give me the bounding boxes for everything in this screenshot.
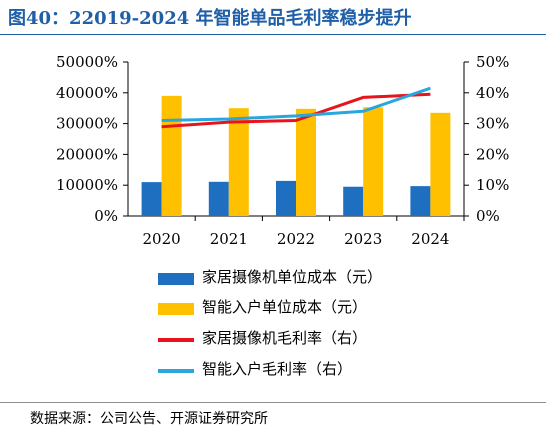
legend-label-camera-cost: 家居摄像机单位成本（元） [202, 268, 383, 286]
bar-smart-cost [296, 108, 316, 216]
right-tick-label: 10% [476, 176, 509, 194]
source-divider [0, 402, 546, 403]
bar-smart-cost [363, 107, 384, 216]
bar-camera-cost [141, 182, 162, 216]
left-tick-label: 30000% [56, 115, 118, 133]
source-note: 数据来源：公司公告、开源证券研究所 [30, 411, 268, 427]
left-tick-label: 50000% [56, 53, 118, 71]
bar-camera-cost [410, 186, 431, 216]
right-tick-label: 40% [476, 84, 509, 102]
legend-swatch-smart-margin [158, 369, 194, 373]
x-tick-label: 2022 [277, 230, 315, 248]
chart-area: 0% 10000% 20000% 30000% 40000% 50000% 0% 10% 20%… [56, 53, 509, 248]
bar-camera-cost [208, 181, 229, 216]
x-tick-label: 2021 [210, 230, 248, 248]
bar-smart-cost [161, 95, 182, 216]
right-tick-label: 20% [476, 145, 509, 163]
bar-smart-cost [430, 112, 451, 216]
right-tick-label: 50% [476, 53, 509, 71]
x-tick-label: 2023 [344, 230, 382, 248]
legend-label-smart-margin: 智能入户毛利率（右） [202, 360, 353, 378]
left-tick-label: 40000% [56, 84, 118, 102]
left-tick-label: 0% [94, 207, 118, 225]
bar-smart-cost [228, 108, 249, 216]
legend-label-smart-cost: 智能入户单位成本（元） [202, 298, 368, 316]
legend-swatch-smart-cost [158, 303, 194, 315]
title-divider [0, 34, 546, 35]
legend-swatch-camera-cost [158, 273, 194, 285]
legend-swatch-camera-margin [158, 338, 194, 342]
left-tick-label: 20000% [56, 145, 118, 163]
bar-camera-cost [276, 180, 296, 216]
line-smart-margin [161, 86, 431, 122]
x-tick-label: 2020 [143, 230, 181, 248]
left-tick-label: 10000% [56, 176, 118, 194]
right-tick-label: 30% [476, 115, 509, 133]
chart-title: 图40：22019-2024 年智能单品毛利率稳步提升 [8, 8, 412, 29]
bar-camera-cost [343, 186, 364, 216]
legend-label-camera-margin: 家居摄像机毛利率（右） [202, 329, 368, 347]
x-tick-label: 2024 [411, 230, 449, 248]
right-tick-label: 0% [476, 207, 500, 225]
line-camera-margin [161, 92, 431, 129]
